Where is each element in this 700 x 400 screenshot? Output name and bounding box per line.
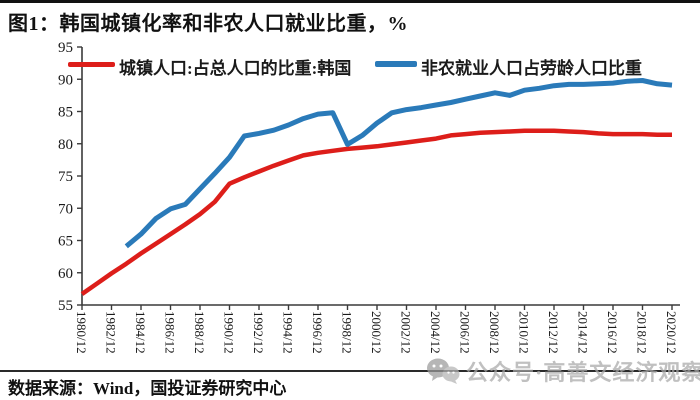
y-tick-label: 75 bbox=[58, 169, 73, 185]
x-tick-label: 2014/12 bbox=[576, 311, 591, 354]
series-line-nonfarm bbox=[124, 78, 673, 249]
y-tick-label: 70 bbox=[58, 201, 73, 217]
x-tick-label: 2008/12 bbox=[487, 311, 502, 354]
y-tick-label: 85 bbox=[58, 105, 73, 121]
y-tick-label: 90 bbox=[58, 72, 73, 88]
watermark: 公众号·高善文经济观察 bbox=[426, 355, 700, 387]
wechat-icon bbox=[426, 357, 460, 385]
x-tick-label: 2004/12 bbox=[428, 311, 443, 354]
x-tick-label: 1980/12 bbox=[74, 311, 89, 354]
x-tick-label: 2016/12 bbox=[605, 311, 620, 354]
y-tick-label: 80 bbox=[58, 137, 73, 153]
legend-marker-urbanization bbox=[68, 62, 115, 67]
x-tick-label: 2018/12 bbox=[635, 311, 650, 354]
x-tick-label: 2020/12 bbox=[664, 311, 679, 354]
x-tick-label: 1998/12 bbox=[340, 311, 355, 354]
chart-title: 图1：韩国城镇化率和非农人口就业比重，% bbox=[8, 13, 408, 35]
y-tick-label: 65 bbox=[58, 234, 73, 250]
watermark-text: 公众号·高善文经济观察 bbox=[466, 360, 700, 385]
y-tick-label: 60 bbox=[58, 266, 73, 282]
top-border-rule bbox=[0, 0, 700, 3]
legend-marker-nonfarm bbox=[375, 61, 417, 67]
x-tick-label: 1986/12 bbox=[163, 311, 178, 354]
data-source-note: 数据来源：Wind，国投证券研究中心 bbox=[8, 379, 287, 398]
x-tick-label: 2010/12 bbox=[517, 311, 532, 354]
x-tick-label: 1990/12 bbox=[222, 311, 237, 354]
x-tick-label: 1994/12 bbox=[281, 311, 296, 354]
x-tick-label: 2002/12 bbox=[399, 311, 414, 354]
legend-label-urbanization: 城镇人口:占总人口的比重:韩国 bbox=[119, 59, 352, 78]
x-tick-label: 1988/12 bbox=[192, 311, 207, 354]
y-tick-label: 95 bbox=[58, 40, 73, 56]
y-tick-label: 55 bbox=[58, 298, 73, 314]
x-tick-label: 1984/12 bbox=[133, 311, 148, 354]
x-tick-label: 2006/12 bbox=[458, 311, 473, 354]
legend-label-nonfarm: 非农就业人口占劳龄人口比重 bbox=[421, 59, 642, 78]
x-tick-label: 1982/12 bbox=[104, 311, 119, 354]
footer-separator-rule bbox=[0, 370, 700, 372]
x-tick-label: 2012/12 bbox=[546, 311, 561, 354]
x-tick-label: 1996/12 bbox=[310, 311, 325, 354]
x-tick-label: 1992/12 bbox=[251, 311, 266, 354]
series-line-urbanization bbox=[80, 128, 672, 296]
x-tick-label: 2000/12 bbox=[369, 311, 384, 354]
